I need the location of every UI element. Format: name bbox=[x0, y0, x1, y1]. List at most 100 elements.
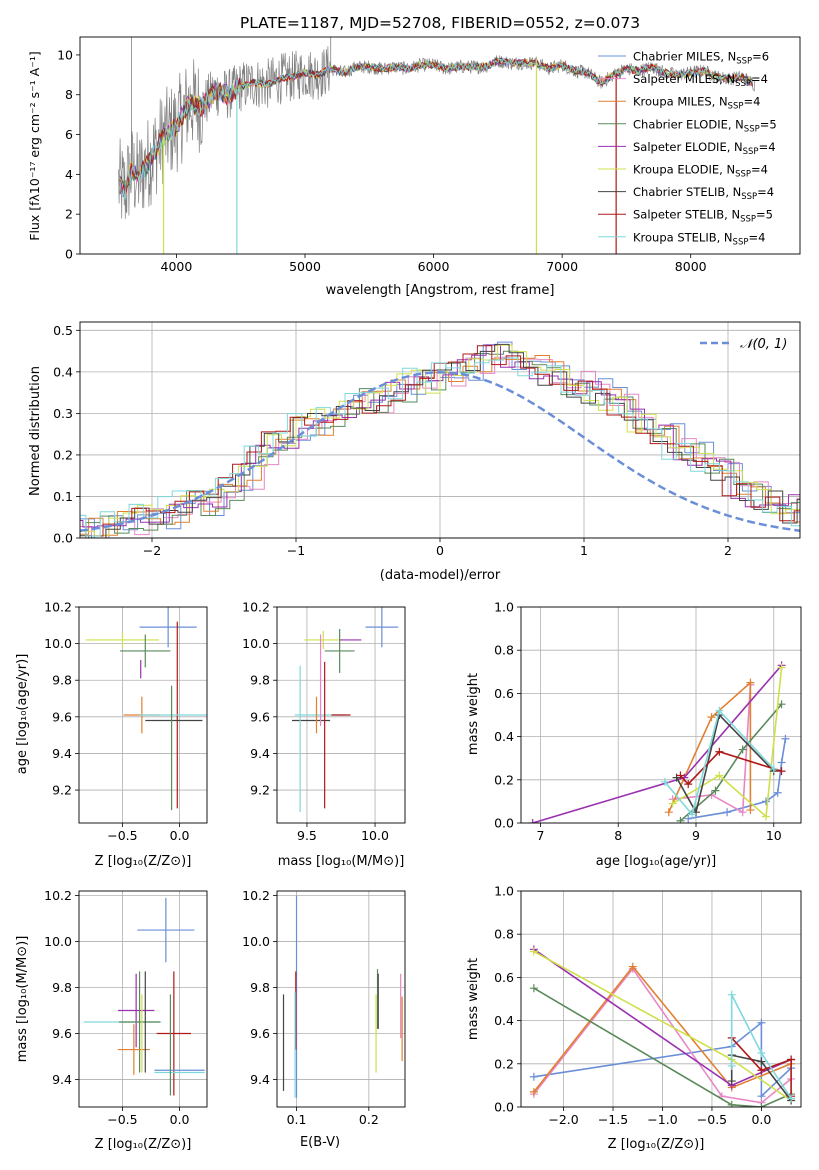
x-tick-label: 5000 bbox=[289, 259, 321, 274]
legend-label: Salpeter STELIB, NSSP=5 bbox=[633, 208, 773, 225]
residual-histogram-kroupa-miles bbox=[80, 355, 800, 536]
mass-vs-metallicity-ylabel: mass [log₁₀(M/M⊙)] bbox=[15, 936, 30, 1063]
x-tick-label: −1.5 bbox=[598, 1112, 628, 1127]
residual-histogram-salpeter-miles bbox=[80, 356, 800, 538]
y-tick-label: 0.8 bbox=[494, 927, 514, 942]
x-tick-label: −0.5 bbox=[107, 1112, 137, 1127]
x-tick-label: 0.0 bbox=[170, 1112, 190, 1127]
y-tick-label: 9.4 bbox=[52, 1072, 72, 1087]
axes-frame bbox=[276, 606, 406, 824]
series-marker bbox=[715, 706, 724, 715]
x-tick-label: 7 bbox=[536, 828, 544, 843]
errorbar-chabrier-elodie bbox=[324, 628, 355, 673]
mass-vs-metallicity-xlabel: Z [log₁₀(Z/Z⊙)] bbox=[95, 1137, 192, 1152]
x-tick-label: 10 bbox=[766, 828, 782, 843]
y-tick-label: 9.6 bbox=[250, 709, 270, 724]
x-tick-label: 0.0 bbox=[170, 828, 190, 843]
errorbar-kroupa-elodie bbox=[85, 632, 159, 648]
y-tick-label: 0.4 bbox=[494, 729, 514, 744]
plot-marks bbox=[528, 661, 790, 823]
plot-marks bbox=[282, 895, 403, 1098]
errorbar-kroupa-miles bbox=[117, 1024, 150, 1075]
legend-count: =6 bbox=[752, 50, 769, 64]
series-marker bbox=[738, 745, 747, 754]
errorbar-salpeter-elodie bbox=[117, 973, 155, 1048]
axes-frame bbox=[79, 321, 801, 539]
y-tick-label: 9.2 bbox=[250, 783, 270, 798]
plot-marks bbox=[118, 37, 756, 254]
series-kroupa-elodie bbox=[668, 663, 786, 821]
x-tick-label: −1.0 bbox=[647, 1112, 677, 1127]
legend-subscript: SSP bbox=[743, 147, 759, 157]
y-tick-label: 10.2 bbox=[44, 600, 72, 615]
residual-histogram-salpeter-elodie bbox=[80, 344, 800, 528]
y-tick-label: 0.4 bbox=[494, 1013, 514, 1028]
weights-vs-metallicity-plot-area: −2.0 −1.5 −1.0 −0.5 0.0 0.0 0.2 0.4 0.6 0.8 1.0 bbox=[494, 884, 802, 1127]
weights-vs-age-panel: 7 8 9 10 0.0 0.2 0.4 0.6 0.8 1.0 age [log₁₀(age/y… bbox=[466, 600, 802, 869]
residual-histogram-chabrier-elodie bbox=[80, 350, 800, 538]
x-tick-label: 10.0 bbox=[361, 828, 389, 843]
grid-lines bbox=[79, 891, 207, 1107]
series-marker bbox=[746, 806, 755, 815]
legend-count: =4 bbox=[748, 230, 765, 244]
y-tick-label: 10.2 bbox=[44, 888, 72, 903]
y-tick-label: 9.8 bbox=[52, 673, 72, 688]
y-tick-label: 0.0 bbox=[53, 531, 73, 546]
x-tick-label: 1 bbox=[580, 543, 588, 558]
x-tick-label: 0.0 bbox=[751, 1112, 771, 1127]
legend-subscript: SSP bbox=[728, 102, 744, 112]
y-tick-label: 10.0 bbox=[44, 636, 72, 651]
series-marker bbox=[528, 819, 537, 823]
series-line bbox=[533, 965, 792, 1093]
errorbar-chabrier-miles bbox=[365, 607, 399, 648]
series-marker bbox=[628, 962, 637, 971]
y-tick-label: 1.0 bbox=[494, 600, 514, 615]
plot-marks bbox=[85, 607, 207, 811]
series-marker bbox=[723, 808, 732, 817]
y-tick-label: 6 bbox=[65, 127, 73, 142]
x-tick-label: −2 bbox=[143, 543, 161, 558]
grid-lines bbox=[521, 606, 801, 824]
axes-frame bbox=[78, 890, 208, 1108]
legend-count: =4 bbox=[759, 140, 776, 154]
series-marker bbox=[777, 663, 786, 672]
y-tick-label: 0.5 bbox=[53, 323, 73, 338]
age-vs-metallicity-plot-area: −0.5 0.0 9.2 9.4 9.6 9.8 10.0 10.2 bbox=[44, 600, 208, 843]
y-tick-label: 10.0 bbox=[242, 934, 270, 949]
age-vs-metallicity-xlabel: Z [log₁₀(Z/Z⊙)] bbox=[95, 854, 192, 869]
legend-subscript: SSP bbox=[735, 79, 751, 89]
series-marker bbox=[529, 947, 538, 956]
errorbar-kroupa-elodie bbox=[304, 630, 343, 650]
axes-frame bbox=[79, 36, 801, 255]
residual-histogram-kroupa-stelib bbox=[80, 357, 800, 537]
y-tick-label: 0.1 bbox=[53, 489, 73, 504]
y-tick-label: 1.0 bbox=[494, 884, 514, 899]
y-tick-label: 0.3 bbox=[53, 406, 73, 421]
weights-vs-metallicity-panel: −2.0 −1.5 −1.0 −0.5 0.0 0.0 0.2 0.4 0.6 0.8 1.0 Z … bbox=[466, 884, 802, 1152]
series-marker bbox=[676, 816, 685, 823]
series-marker bbox=[787, 1055, 796, 1064]
age-vs-metallicity-ylabel: age [log₁₀(age/yr)] bbox=[15, 654, 30, 775]
legend-subscript: SSP bbox=[741, 192, 757, 202]
legend-subscript: SSP bbox=[733, 237, 749, 247]
mass-vs-metallicity-plot-area: −0.5 0.0 9.4 9.6 9.8 10.0 10.2 bbox=[44, 888, 208, 1127]
y-tick-label: 0.6 bbox=[494, 970, 514, 985]
series-chabrier-miles bbox=[684, 734, 790, 823]
x-tick-label: −0.5 bbox=[697, 1112, 727, 1127]
y-tick-label: 9.6 bbox=[52, 709, 72, 724]
y-tick-label: 9.4 bbox=[52, 746, 72, 761]
series-marker bbox=[777, 700, 786, 709]
y-tick-label: 10.0 bbox=[242, 636, 270, 651]
series-marker bbox=[727, 990, 736, 999]
series-marker bbox=[660, 777, 669, 786]
series-marker bbox=[738, 808, 747, 817]
series-marker bbox=[676, 771, 685, 780]
legend-label: Chabrier MILES, NSSP=6 bbox=[633, 50, 769, 67]
mass-vs-ebv-panel: 0.1 0.2 9.4 9.6 9.8 10.0 10.2 E(B-V) bbox=[242, 888, 406, 1150]
series-marker bbox=[684, 780, 693, 789]
plot-marks bbox=[291, 607, 399, 813]
y-tick-label: 9.8 bbox=[52, 980, 72, 995]
series-marker bbox=[762, 812, 770, 821]
y-tick-label: 9.6 bbox=[250, 1026, 270, 1041]
